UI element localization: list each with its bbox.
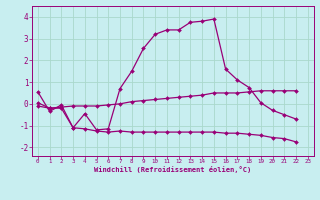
X-axis label: Windchill (Refroidissement éolien,°C): Windchill (Refroidissement éolien,°C)	[94, 166, 252, 173]
